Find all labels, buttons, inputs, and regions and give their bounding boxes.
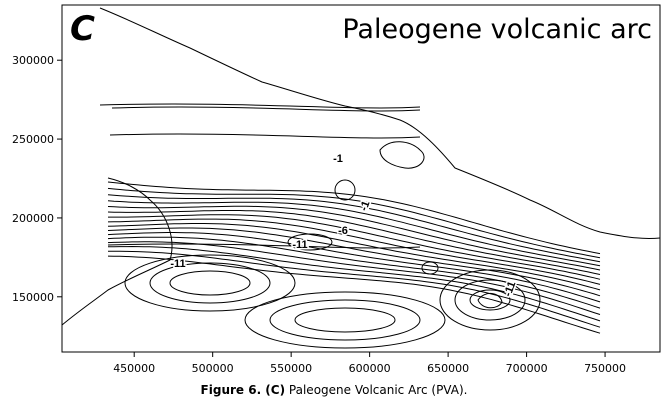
contour-line (107, 194, 601, 263)
x-tick-label: 700000 (506, 362, 548, 375)
contour-ring (269, 299, 421, 341)
contour-line (111, 106, 421, 112)
contour-ring (421, 261, 439, 275)
contour-ring (149, 262, 271, 304)
contour-line (109, 133, 421, 139)
contour-line (107, 210, 601, 275)
contour-line (99, 103, 421, 109)
contour-label: -1 (358, 199, 373, 212)
contour-label: -1 (333, 153, 343, 165)
coastline (99, 7, 661, 239)
contour-line (107, 241, 601, 315)
contour-ring (439, 269, 541, 331)
panel-title: Paleogene volcanic arc (342, 14, 652, 45)
contour-ring (454, 279, 526, 321)
x-tick-label: 650000 (427, 362, 469, 375)
x-tick-label: 450000 (113, 362, 155, 375)
caption-label: Figure 6. (C) (201, 383, 286, 397)
axes: 450000 500000 550000 600000 650000 700000 7500… (12, 54, 626, 375)
contour-line (107, 218, 601, 285)
panel-letter: C (70, 9, 95, 49)
plot-frame (61, 4, 661, 353)
contour-line (107, 245, 601, 322)
x-tick-label: 550000 (270, 362, 312, 375)
x-tick-label: 500000 (192, 362, 234, 375)
contour-line (107, 232, 601, 303)
caption-text: Paleogene Volcanic Arc (PVA). (289, 383, 468, 397)
y-tick-label: 250000 (12, 133, 54, 146)
contour-ring (169, 270, 251, 296)
contour-label: -11 (170, 258, 185, 270)
contour-ring (334, 179, 356, 201)
island (379, 141, 425, 169)
contour-line (107, 236, 601, 309)
contour-ring (294, 307, 396, 333)
contour-line (107, 223, 601, 291)
x-tick-label: 750000 (584, 362, 626, 375)
contour-map: -1 -1 -6 -11 -11 -11 (61, 7, 661, 349)
contour-label: -11 (502, 280, 519, 298)
coastline-west (61, 177, 173, 326)
contour-line (107, 205, 601, 271)
contour-line (108, 214, 601, 280)
contour-ring (244, 291, 446, 349)
contour-ring (124, 254, 296, 312)
contour-line (107, 255, 601, 334)
y-tick-label: 200000 (12, 212, 54, 225)
contour-line (107, 187, 601, 259)
island-south (477, 293, 503, 309)
caption: Figure 6. (C) Paleogene Volcanic Arc (PV… (201, 383, 468, 397)
x-tick-label: 600000 (349, 362, 391, 375)
contour-line (107, 200, 601, 267)
y-tick-label: 300000 (12, 54, 54, 67)
y-tick-label: 150000 (12, 291, 54, 304)
contour-ring (287, 233, 333, 251)
contour-label: -11 (292, 239, 307, 251)
contour-label: -6 (338, 225, 348, 237)
contour-ring (469, 289, 511, 311)
